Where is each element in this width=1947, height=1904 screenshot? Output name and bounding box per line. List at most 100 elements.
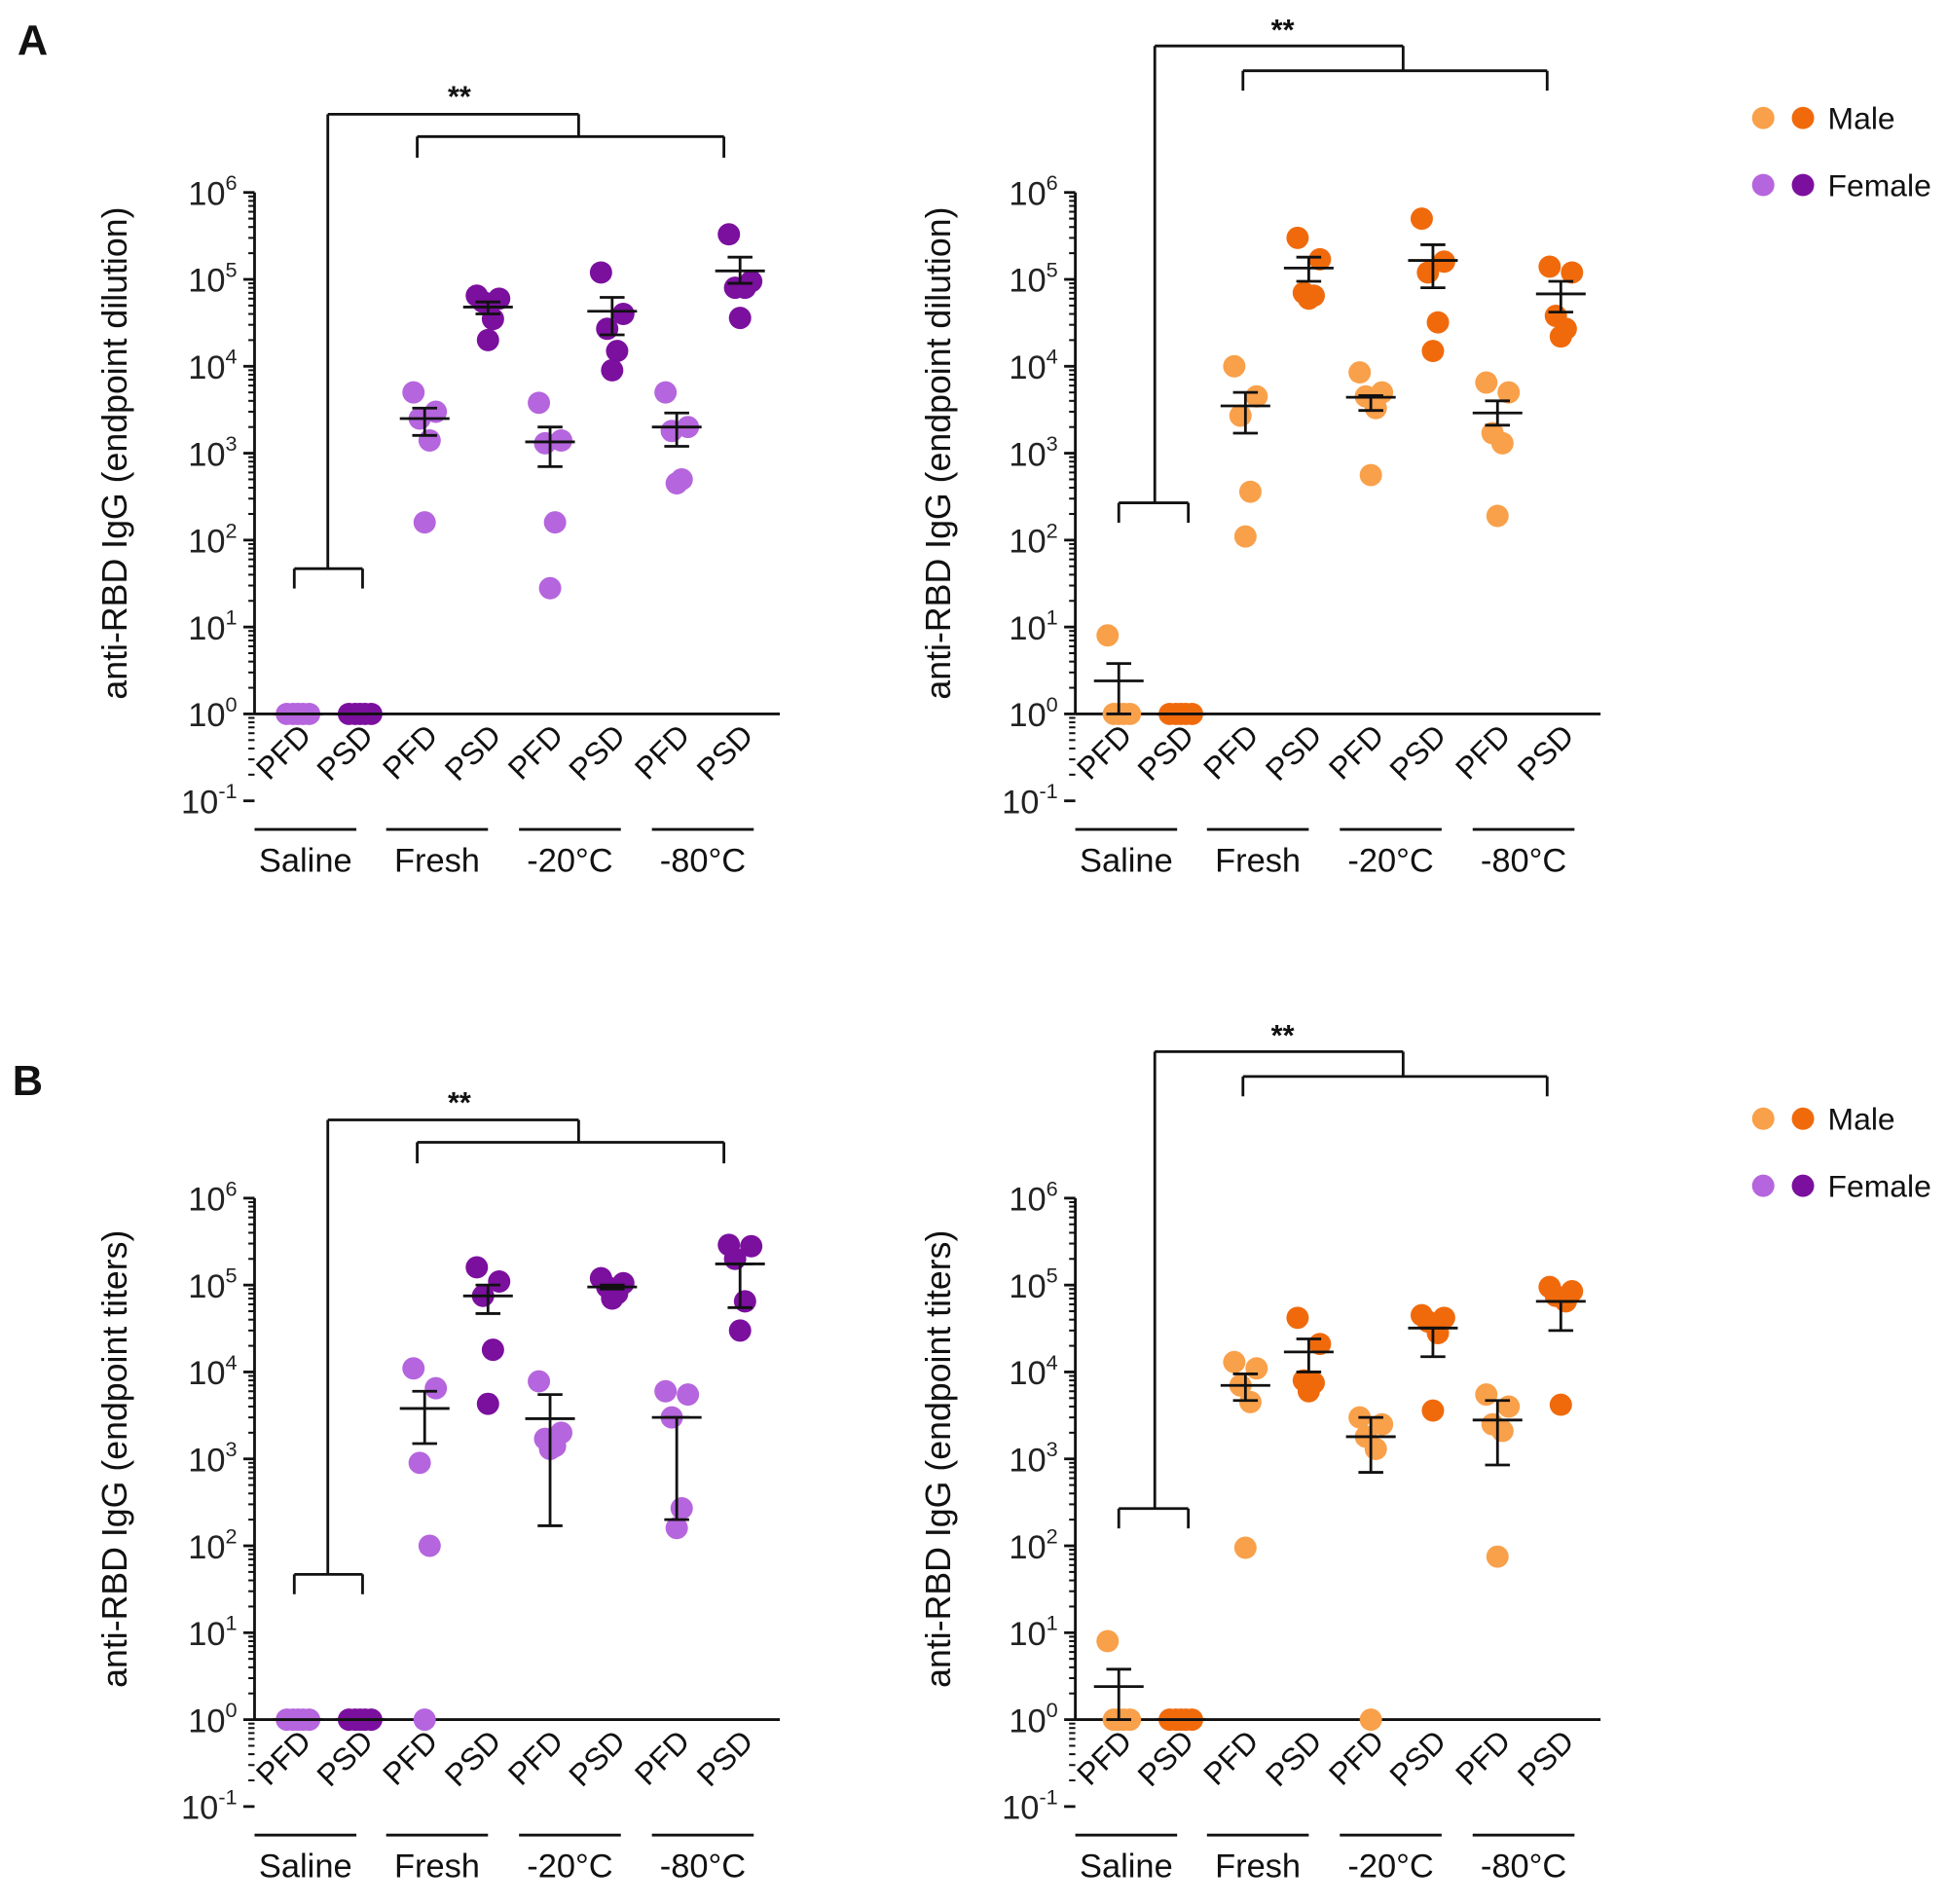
data-point [601, 358, 624, 382]
data-point [1549, 325, 1572, 348]
y-tick-label: 103 [188, 431, 237, 473]
significance-label: ** [448, 1086, 471, 1119]
y-tick-label: 101 [188, 605, 237, 647]
x-tick-label: PSD [1130, 717, 1200, 787]
y-tick-base: 10 [188, 1268, 225, 1305]
data-point [1308, 247, 1332, 271]
data-point [1497, 381, 1521, 404]
x-tick-label: PFD [376, 717, 445, 787]
x-tick-label: PFD [1070, 1723, 1139, 1792]
y-axis-label: anti-RBD IgG (endpoint titers) [919, 1230, 958, 1688]
y-tick-exponent: 6 [1047, 1176, 1058, 1200]
data-point [1364, 1438, 1387, 1461]
y-tick-base: 10 [1009, 1616, 1046, 1653]
x-tick-label: PFD [1196, 1723, 1266, 1792]
y-tick-label: 103 [188, 1437, 237, 1479]
y-tick-exponent: 4 [1047, 345, 1058, 369]
group-label: Fresh [394, 842, 480, 879]
y-tick-exponent: 5 [1047, 1263, 1058, 1288]
group-label: -20°C [527, 842, 612, 879]
y-tick-label: 102 [188, 1523, 237, 1565]
data-point [606, 340, 629, 363]
significance-bracket: ** [292, 1086, 726, 1594]
legend: Male Female [1751, 1102, 1931, 1204]
x-tick-label: PSD [310, 1723, 380, 1793]
y-tick-base: 10 [1009, 1268, 1046, 1305]
y-axis-label: anti-RBD IgG (endpoint dilution) [95, 207, 134, 700]
data-point [654, 381, 678, 404]
y-tick-label: 103 [1009, 1437, 1057, 1479]
y-tick-label: 104 [188, 1350, 237, 1392]
data-point [1359, 463, 1382, 487]
y-tick-base: 10 [1009, 175, 1046, 212]
x-tick-label: PSD [562, 717, 632, 787]
data-point [413, 1708, 436, 1732]
y-tick-label: 10-1 [1002, 779, 1058, 821]
group-label: Fresh [394, 1849, 480, 1886]
y-tick-base: 10 [188, 1529, 225, 1566]
significance-bracket: ** [1117, 1019, 1549, 1529]
data-point [1297, 287, 1320, 311]
data-point [418, 429, 441, 452]
y-tick-label: 100 [1009, 1698, 1057, 1739]
y-tick-label: 100 [188, 692, 237, 734]
y-tick-base: 10 [188, 263, 225, 300]
data-point [543, 511, 567, 534]
data-point [1421, 1399, 1445, 1422]
y-tick-label: 106 [188, 1176, 237, 1218]
group-label: Saline [1080, 1849, 1173, 1886]
data-point [1475, 1383, 1498, 1407]
y-tick-exponent: 1 [1047, 605, 1058, 630]
y-tick-label: 101 [1009, 605, 1057, 647]
data-point [1223, 1350, 1246, 1373]
y-tick-label: 106 [1009, 170, 1057, 212]
y-tick-base: 10 [188, 697, 225, 734]
y-tick-label: 101 [1009, 1611, 1057, 1653]
group-label: Saline [259, 842, 352, 879]
group-label: -20°C [1347, 1849, 1433, 1886]
y-tick-label: 101 [188, 1611, 237, 1653]
data-point [465, 1256, 489, 1279]
data-point [408, 1451, 431, 1475]
data-point [601, 1287, 624, 1310]
y-tick-exponent: 4 [226, 1350, 238, 1374]
y-tick-exponent: -1 [218, 779, 237, 803]
data-point [1561, 261, 1584, 284]
x-tick-label: PSD [310, 717, 380, 787]
x-tick-label: PSD [1259, 717, 1329, 787]
y-tick-label: 106 [188, 170, 237, 212]
data-point [1490, 1419, 1514, 1443]
group-label: -80°C [660, 1849, 746, 1886]
significance-label: ** [1271, 1019, 1295, 1052]
y-tick-base: 10 [1009, 1442, 1046, 1479]
group-label: -20°C [1347, 842, 1433, 879]
data-point [1096, 1629, 1120, 1653]
y-tick-exponent: 6 [226, 170, 238, 195]
y-tick-label: 106 [1009, 1176, 1057, 1218]
data-point [1490, 431, 1514, 455]
data-point [1421, 340, 1445, 363]
y-tick-label: 102 [1009, 1523, 1057, 1565]
significance-label: ** [1271, 14, 1295, 47]
x-tick-label: PSD [438, 717, 508, 787]
group-label: -80°C [1481, 1849, 1566, 1886]
data-point [476, 1392, 499, 1415]
data-point [1238, 480, 1262, 503]
legend-marker-dark [1791, 173, 1815, 197]
y-tick-exponent: 6 [1047, 170, 1058, 195]
data-point [728, 1319, 752, 1342]
data-point [1475, 371, 1498, 394]
y-axis-label: anti-RBD IgG (endpoint dilution) [919, 207, 958, 700]
y-tick-base: 10 [188, 1355, 225, 1392]
data-point [717, 223, 741, 246]
y-tick-base: 10 [188, 175, 225, 212]
data-point [654, 1379, 678, 1403]
legend-marker-light [1751, 106, 1775, 129]
data-point [1359, 1708, 1382, 1732]
y-tick-label: 105 [1009, 1263, 1057, 1305]
y-tick-base: 10 [188, 524, 225, 561]
x-tick-label: PSD [562, 1723, 632, 1793]
